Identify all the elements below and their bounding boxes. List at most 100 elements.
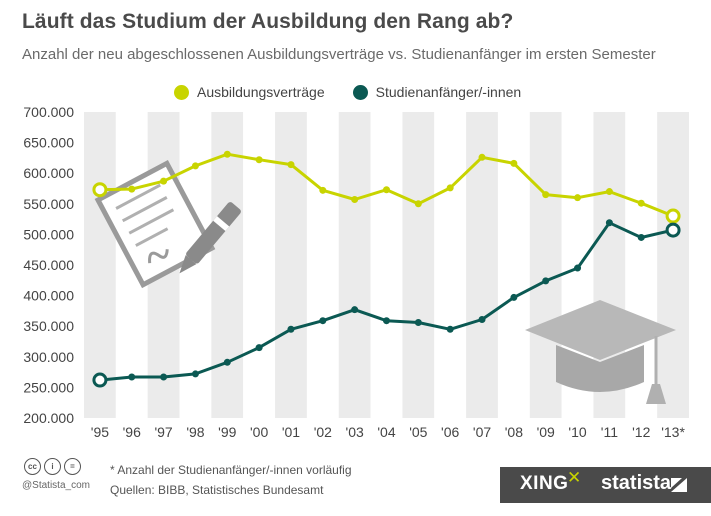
x-tick-label: '04 <box>377 424 395 440</box>
x-tick-label: '03 <box>346 424 364 440</box>
y-tick-label: 500.000 <box>23 226 74 242</box>
x-tick-label: '08 <box>505 424 523 440</box>
x-tick-label: '07 <box>473 424 491 440</box>
statista-mark-icon <box>671 478 687 492</box>
data-point <box>510 293 518 301</box>
x-tick-label: '06 <box>441 424 459 440</box>
data-point <box>478 153 486 161</box>
data-point <box>351 306 359 314</box>
y-tick-label: 250.000 <box>23 379 74 395</box>
y-axis: 700.000 650.000 600.000 550.000 500.000 450.0… <box>23 104 74 426</box>
y-tick-label: 400.000 <box>23 288 74 304</box>
data-point <box>446 325 454 333</box>
grid-band <box>434 112 467 418</box>
x-tick-label: '97 <box>154 424 172 440</box>
data-point <box>414 200 422 208</box>
y-tick-label: 450.000 <box>23 257 74 273</box>
data-point <box>255 344 263 352</box>
data-point <box>223 150 231 158</box>
data-point <box>160 177 168 185</box>
data-point <box>574 194 582 202</box>
grid-band <box>338 112 371 418</box>
x-tick-label: '09 <box>537 424 555 440</box>
x-tick-label: '12 <box>632 424 650 440</box>
data-point <box>351 196 359 204</box>
y-tick-label: 350.000 <box>23 318 74 334</box>
data-point <box>637 233 645 241</box>
y-tick-label: 200.000 <box>23 410 74 426</box>
grid-band <box>466 112 498 418</box>
data-point <box>92 182 108 198</box>
data-point <box>478 315 486 323</box>
xing-logo[interactable]: XING <box>520 473 569 494</box>
data-point <box>665 208 681 224</box>
x-tick-label: '10 <box>568 424 586 440</box>
statista-handle: @Statista_com <box>22 480 90 491</box>
data-point <box>319 317 327 325</box>
y-tick-label: 650.000 <box>23 135 74 151</box>
footnote-preliminary: * Anzahl der Studienanfänger/-innen vorl… <box>110 463 352 477</box>
data-point <box>414 319 422 327</box>
y-tick-label: 550.000 <box>23 196 74 212</box>
grid-band <box>497 112 530 418</box>
data-point <box>542 191 550 199</box>
x-tick-label: '05 <box>409 424 427 440</box>
x-tick-label: '96 <box>123 424 141 440</box>
footnote-sources: Quellen: BIBB, Statistisches Bundesamt <box>110 483 324 497</box>
data-point <box>223 358 231 366</box>
legend-label-ausbildung: Ausbildungsverträge <box>197 84 325 100</box>
y-tick-label: 600.000 <box>23 165 74 181</box>
x-axis: '95 '96 '97 '98 '99 '00 '01 '02 '03 '04 '05 '06 '07 '… <box>91 424 686 440</box>
x-tick-label: '00 <box>250 424 268 440</box>
data-point <box>510 159 518 167</box>
legend-swatch-ausbildung <box>174 84 189 100</box>
chart-title: Läuft das Studium der Ausbildung den Ran… <box>22 10 514 33</box>
data-point <box>287 161 295 169</box>
x-tick-label: '95 <box>91 424 109 440</box>
grid-band <box>84 112 116 418</box>
chart-plot: 700.000 650.000 600.000 550.000 500.000 450.0… <box>23 104 689 440</box>
data-point <box>574 264 582 272</box>
contract-pen-icon <box>94 160 216 289</box>
chart-subtitle: Anzahl der neu abgeschlossenen Ausbildun… <box>22 46 656 63</box>
data-point <box>637 199 645 207</box>
cc-icon: cc <box>24 458 41 475</box>
x-tick-label: '11 <box>601 424 618 440</box>
x-tick-label: '02 <box>314 424 332 440</box>
legend-item-studienanfaenger: Studienanfänger/-innen <box>352 84 522 100</box>
grid-band <box>657 112 689 418</box>
data-point <box>92 372 108 388</box>
graduation-cap-icon <box>525 300 676 404</box>
data-point <box>665 222 681 238</box>
decorations <box>94 160 676 404</box>
footnote: * Anzahl der Studienanfänger/-innen vorl… <box>110 460 352 500</box>
grid-band <box>370 112 403 418</box>
x-tick-label: '99 <box>218 424 236 440</box>
grid-band <box>275 112 307 418</box>
noderivs-icon: = <box>64 458 81 475</box>
legend-swatch-studienanfaenger <box>352 84 368 100</box>
data-point <box>128 373 136 381</box>
pen-icon <box>179 202 241 274</box>
data-point <box>542 277 550 285</box>
data-point <box>605 219 613 227</box>
legend-label-studienanfaenger: Studienanfänger/-innen <box>375 84 522 100</box>
data-point <box>383 317 390 325</box>
legend-item-ausbildung: Ausbildungsverträge <box>174 84 325 100</box>
data-point <box>446 184 454 192</box>
x-tick-label: '01 <box>282 424 300 440</box>
data-point <box>160 373 168 381</box>
brand-bar <box>500 467 711 503</box>
data-point <box>191 162 199 170</box>
grid-band <box>306 112 339 418</box>
data-point <box>605 188 613 196</box>
x-tick-label: '13* <box>661 424 685 440</box>
chart-legend: Ausbildungsverträge Studienanfänger/-inn… <box>174 84 549 100</box>
x-tick-label: '98 <box>186 424 204 440</box>
series-layer <box>92 150 681 388</box>
grid-band <box>402 112 435 418</box>
license-icons: cc i = <box>24 458 84 475</box>
y-tick-label: 700.000 <box>23 104 74 120</box>
data-point <box>255 156 263 164</box>
statista-logo[interactable]: statista <box>601 472 672 494</box>
